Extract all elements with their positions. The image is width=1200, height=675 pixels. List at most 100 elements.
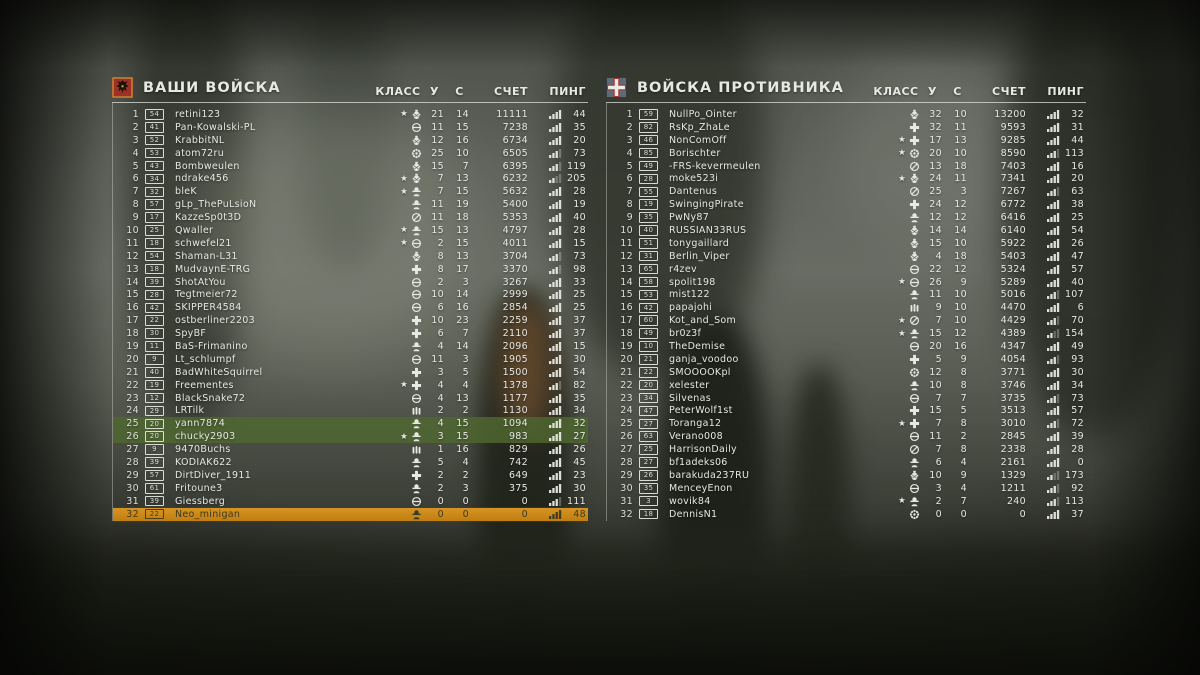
class-icon-slash: [909, 161, 920, 172]
class-icon-grenade: [411, 135, 422, 146]
kills-value: 7: [437, 186, 444, 198]
ping-bars-icon: [1047, 122, 1060, 132]
rank-badge: 9: [145, 444, 164, 455]
rank-badge: 51: [639, 238, 658, 249]
class-cell: [374, 418, 422, 429]
deaths-value: 15: [456, 121, 469, 133]
row-position: 1: [626, 108, 633, 120]
score-value: 8590: [1000, 147, 1026, 159]
player-name: Verano008: [669, 431, 723, 443]
kills-value: 0: [935, 508, 942, 520]
kills-value: 20: [929, 340, 942, 352]
ping-value: 33: [573, 276, 586, 288]
rank-badge: 34: [145, 173, 164, 185]
ping-cell: 35: [530, 393, 588, 404]
rank-badge: 12: [145, 392, 164, 404]
ping-value: 26: [573, 444, 586, 456]
row-position: 12: [126, 250, 139, 262]
score-value: 13200: [994, 108, 1026, 120]
rank-badge-wrap: 35: [639, 483, 669, 494]
player-row: 5 43 Bombweulen 15 7 6395 119: [113, 160, 588, 173]
deaths-value: 7: [960, 495, 967, 507]
class-cell: [374, 393, 422, 404]
class-icon-head: [411, 225, 422, 236]
score-value: 6140: [1000, 224, 1026, 236]
kills-value: 3: [437, 431, 444, 443]
ping-cell: 34: [1028, 380, 1086, 391]
class-cell: [872, 354, 920, 365]
score-value: 1177: [502, 392, 528, 404]
rank-badge-wrap: 82: [639, 122, 669, 133]
rank-badge-wrap: 59: [639, 109, 669, 120]
ping-bars-icon: [549, 303, 562, 313]
column-header-kills: У: [928, 85, 937, 98]
class-cell: [872, 225, 920, 236]
deaths-value: 11: [954, 173, 967, 185]
ping-bars-icon: [1047, 303, 1060, 313]
kills-value: 15: [929, 237, 942, 249]
class-cell: [872, 289, 920, 300]
ping-value: 37: [1071, 508, 1084, 520]
player-name: MudvaynE-TRG: [175, 263, 251, 275]
score-value: 7403: [1000, 160, 1026, 172]
ping-bars-icon: [1047, 445, 1060, 455]
kills-value: 10: [929, 379, 942, 391]
row-position: 11: [126, 237, 139, 249]
row-position: 9: [132, 212, 139, 224]
row-position: 19: [620, 340, 633, 352]
player-name: LRTilk: [175, 405, 205, 417]
ping-value: 98: [573, 263, 586, 275]
kills-value: 24: [929, 173, 942, 185]
ping-cell: 154: [1028, 328, 1086, 339]
ping-value: 19: [573, 199, 586, 211]
score-value: 2854: [502, 302, 528, 314]
kills-value: 11: [431, 353, 444, 365]
rank-badge-wrap: 22: [145, 508, 175, 520]
kills-value: 6: [935, 456, 942, 468]
ping-value: 54: [573, 366, 586, 378]
class-cell: [374, 212, 422, 223]
ping-value: 54: [1071, 224, 1084, 236]
rank-badge-wrap: 19: [639, 199, 669, 210]
ping-value: 15: [573, 237, 586, 249]
class-icon-grenade: [909, 109, 920, 120]
ping-cell: 98: [530, 264, 588, 275]
class-cell: [374, 277, 422, 288]
rank-badge: 53: [145, 147, 164, 159]
ping-cell: 107: [1028, 289, 1086, 300]
ping-bars-icon: [549, 329, 562, 339]
row-position: 24: [620, 405, 633, 417]
class-cell: [872, 238, 920, 249]
player-row: 2 82 RsKp_ZhaLe 32 11 9593 31: [607, 121, 1086, 134]
rank-badge-wrap: 34: [639, 392, 669, 404]
ping-cell: 37: [530, 328, 588, 339]
ping-bars-icon: [549, 264, 562, 274]
player-row: 16 42 papajohi 9 10 4470 6: [607, 301, 1086, 314]
ping-cell: 15: [530, 341, 588, 352]
kills-value: 13: [929, 160, 942, 172]
score-value: 2845: [1000, 431, 1026, 443]
ping-bars-icon: [1047, 406, 1060, 416]
ping-cell: 49: [1028, 341, 1086, 352]
kills-value: 8: [437, 263, 444, 275]
german-eagle-emblem-icon: [112, 77, 133, 98]
kills-value: 11: [431, 212, 444, 224]
ping-cell: 0: [1028, 457, 1086, 468]
ping-value: 93: [1071, 353, 1084, 365]
player-name: papajohi: [669, 302, 713, 314]
row-position: 5: [132, 160, 139, 172]
player-name: mist122: [669, 289, 710, 301]
column-header-score: СЧЕТ: [494, 85, 528, 98]
deaths-value: 8: [960, 366, 967, 378]
class-icon-slash: [411, 212, 422, 223]
ping-value: 34: [1071, 379, 1084, 391]
rank-badge: 49: [639, 328, 658, 339]
player-name: br0z3f: [669, 328, 702, 340]
class-cell: ★: [872, 148, 920, 159]
deaths-value: 5: [462, 366, 469, 378]
deaths-value: 2: [462, 469, 469, 481]
ping-bars-icon: [1047, 496, 1060, 506]
class-cell: [872, 302, 920, 313]
ping-value: 173: [1064, 469, 1084, 481]
rank-badge-wrap: 51: [639, 238, 669, 249]
